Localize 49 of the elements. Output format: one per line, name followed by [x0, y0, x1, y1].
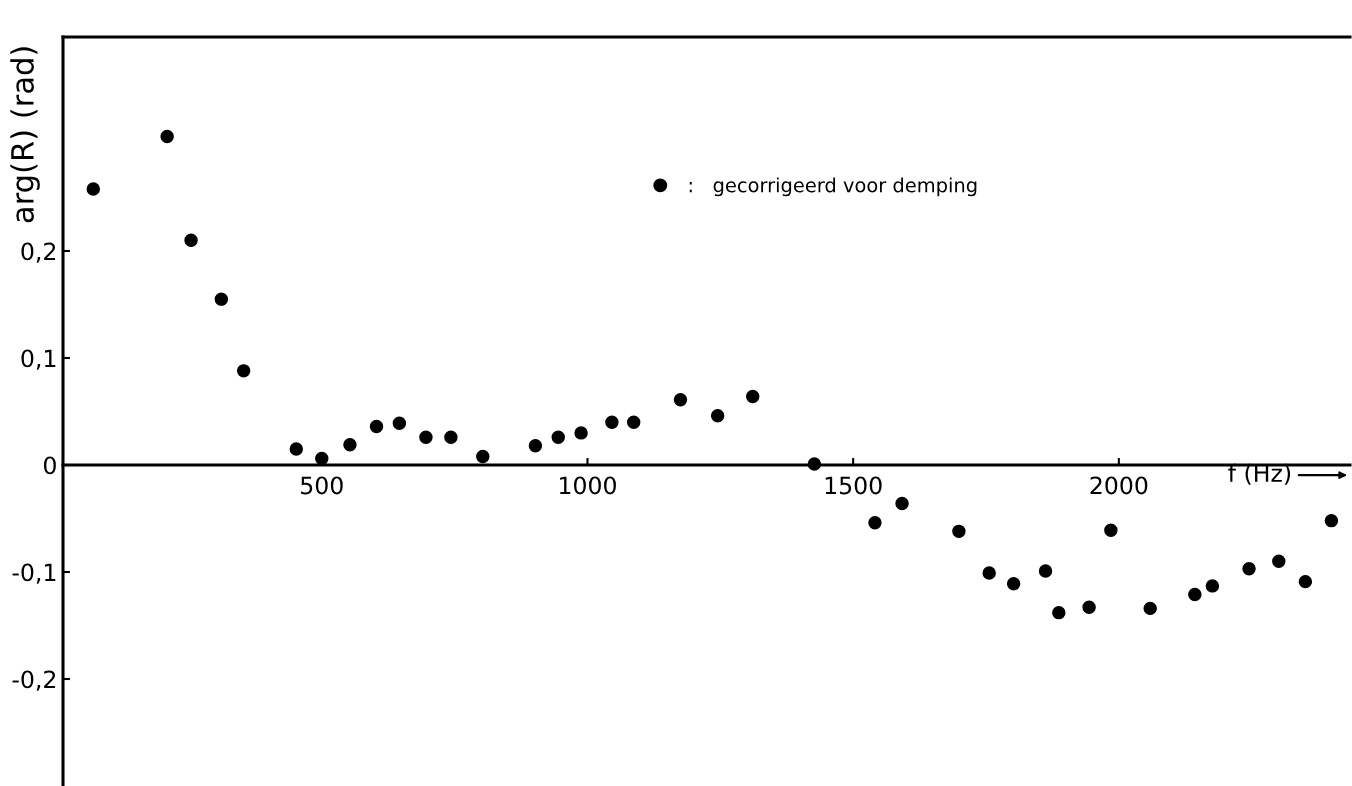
point: [605, 415, 619, 429]
point: [444, 430, 458, 444]
point: [710, 409, 725, 423]
point: [1038, 564, 1053, 578]
point: [184, 233, 198, 248]
legend-label: : gecorrigeerd voor demping: [689, 177, 977, 197]
point: [551, 430, 565, 444]
point: [574, 426, 588, 440]
y-axis-title: arg(R) (rad): [10, 47, 40, 223]
point: [1104, 523, 1118, 537]
point: [626, 415, 641, 429]
point: [315, 451, 329, 466]
point: [868, 516, 882, 530]
point: [1143, 601, 1157, 616]
point: [289, 442, 303, 456]
point: [343, 437, 357, 452]
point: [1082, 600, 1096, 615]
y-tick-label: -0,1: [12, 563, 56, 584]
y-tick-label: -0,2: [12, 670, 56, 691]
point: [895, 496, 909, 511]
point: [528, 439, 543, 453]
point: [1205, 579, 1220, 593]
point: [419, 430, 433, 444]
point: [160, 129, 174, 144]
point: [214, 292, 229, 306]
y-tick-label: 0,1: [21, 349, 56, 370]
x-tick-label: 1500: [825, 476, 882, 495]
point: [673, 393, 688, 407]
point: [476, 449, 490, 464]
x-tick-label: 1000: [560, 476, 616, 495]
point: [1272, 554, 1286, 569]
point: [1324, 513, 1339, 528]
point: [1188, 587, 1202, 602]
point: [1298, 574, 1313, 589]
point: [1242, 562, 1256, 576]
x-tick-label: 2000: [1090, 476, 1148, 495]
point: [807, 457, 822, 471]
point: [952, 524, 966, 539]
x-tick-label: 500: [301, 476, 343, 495]
y-tick-label: 0: [43, 456, 56, 475]
y-tick-label: 0,2: [21, 242, 56, 263]
point: [746, 389, 760, 404]
point: [1006, 577, 1021, 591]
point: [236, 364, 251, 378]
point: [369, 419, 384, 434]
point: [86, 182, 100, 196]
point: [1052, 605, 1066, 620]
point: [982, 566, 996, 580]
point: [392, 416, 407, 430]
